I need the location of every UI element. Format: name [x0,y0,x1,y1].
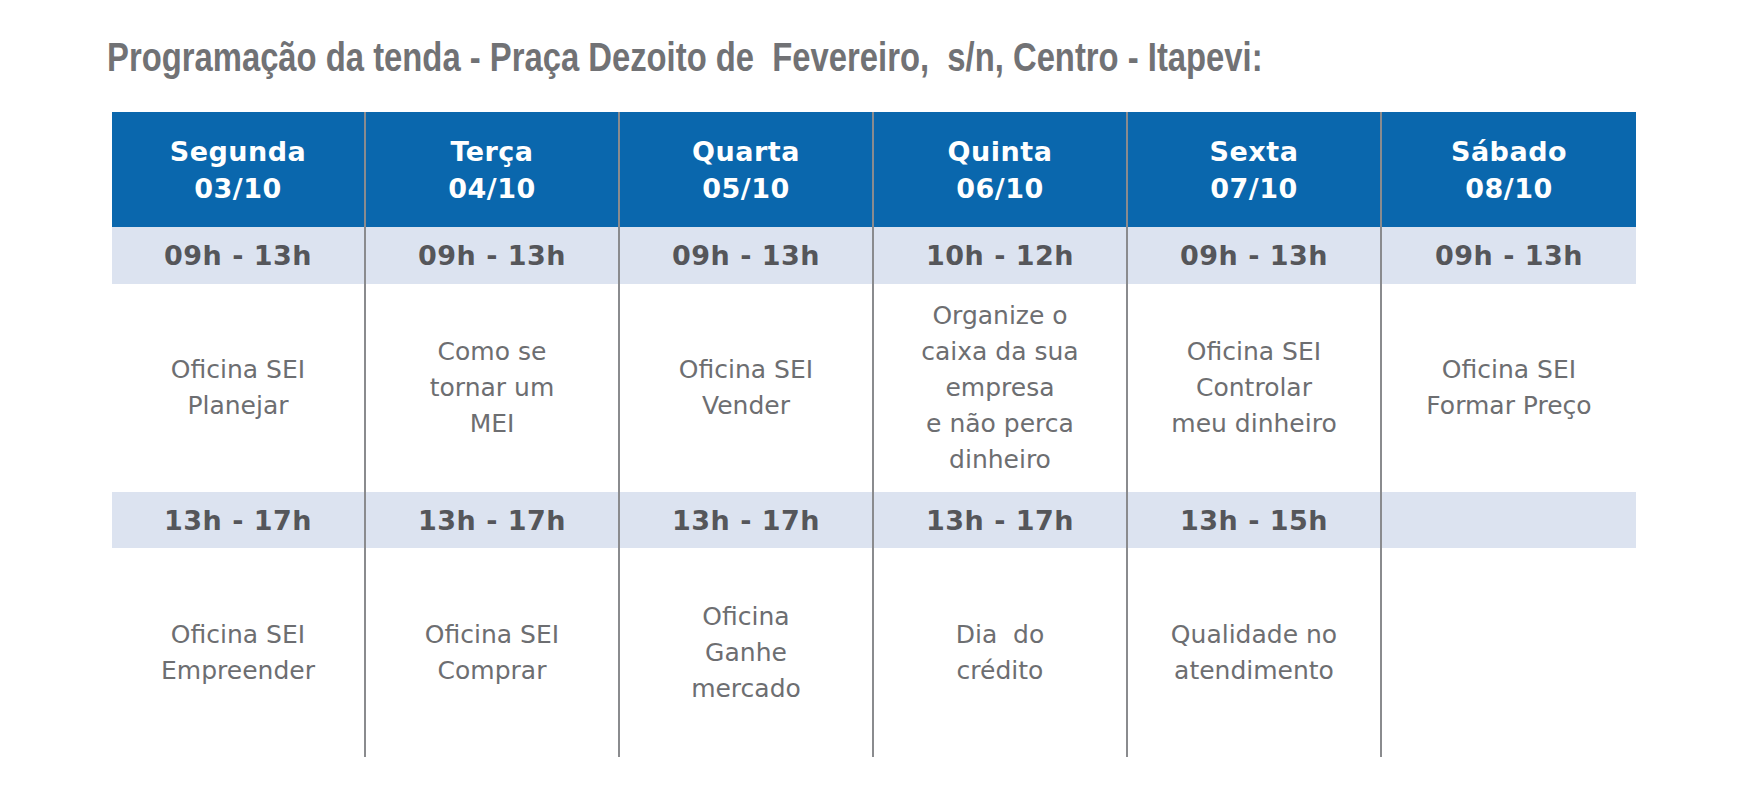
day-header: Segunda 03/10 [112,112,364,227]
day-name: Terça [450,133,533,170]
afternoon-time [1382,492,1636,548]
day-column-quarta: Quarta 05/10 09h - 13h Oficina SEI Vende… [620,112,874,757]
morning-time: 09h - 13h [366,227,618,284]
morning-activity: Organize o caixa da sua empresa e não pe… [874,284,1126,492]
afternoon-activity [1382,548,1636,757]
day-column-terca: Terça 04/10 09h - 13h Como se tornar um … [366,112,620,757]
morning-activity: Oficina SEI Formar Preço [1382,284,1636,492]
day-column-sabado: Sábado 08/10 09h - 13h Oficina SEI Forma… [1382,112,1636,757]
afternoon-activity: Dia do crédito [874,548,1126,757]
day-name: Sexta [1210,133,1299,170]
afternoon-time: 13h - 17h [620,492,872,548]
day-header: Terça 04/10 [366,112,618,227]
day-date: 06/10 [956,170,1044,207]
morning-time: 09h - 13h [1128,227,1380,284]
day-date: 07/10 [1210,170,1298,207]
afternoon-activity: Oficina SEI Empreender [112,548,364,757]
afternoon-time: 13h - 17h [112,492,364,548]
day-name: Quarta [692,133,800,170]
afternoon-time: 13h - 15h [1128,492,1380,548]
day-column-sexta: Sexta 07/10 09h - 13h Oficina SEI Contro… [1128,112,1382,757]
day-date: 08/10 [1465,170,1553,207]
afternoon-activity: Qualidade no atendimento [1128,548,1380,757]
morning-activity: Oficina SEI Controlar meu dinheiro [1128,284,1380,492]
day-header: Quinta 06/10 [874,112,1126,227]
page-title: Programação da tenda - Praça Dezoito de … [107,34,1263,81]
day-date: 05/10 [702,170,790,207]
morning-activity: Oficina SEI Planejar [112,284,364,492]
morning-time: 09h - 13h [112,227,364,284]
morning-time: 09h - 13h [620,227,872,284]
day-name: Sábado [1451,133,1567,170]
day-header: Quarta 05/10 [620,112,872,227]
day-date: 03/10 [194,170,282,207]
day-header: Sexta 07/10 [1128,112,1380,227]
afternoon-time: 13h - 17h [366,492,618,548]
day-name: Segunda [170,133,307,170]
schedule-table: Segunda 03/10 09h - 13h Oficina SEI Plan… [112,112,1636,757]
afternoon-activity: Oficina SEI Comprar [366,548,618,757]
afternoon-time: 13h - 17h [874,492,1126,548]
morning-activity: Como se tornar um MEI [366,284,618,492]
day-column-quinta: Quinta 06/10 10h - 12h Organize o caixa … [874,112,1128,757]
day-name: Quinta [948,133,1053,170]
day-column-segunda: Segunda 03/10 09h - 13h Oficina SEI Plan… [112,112,366,757]
afternoon-activity: Oficina Ganhe mercado [620,548,872,757]
day-date: 04/10 [448,170,536,207]
morning-activity: Oficina SEI Vender [620,284,872,492]
morning-time: 09h - 13h [1382,227,1636,284]
morning-time: 10h - 12h [874,227,1126,284]
day-header: Sábado 08/10 [1382,112,1636,227]
